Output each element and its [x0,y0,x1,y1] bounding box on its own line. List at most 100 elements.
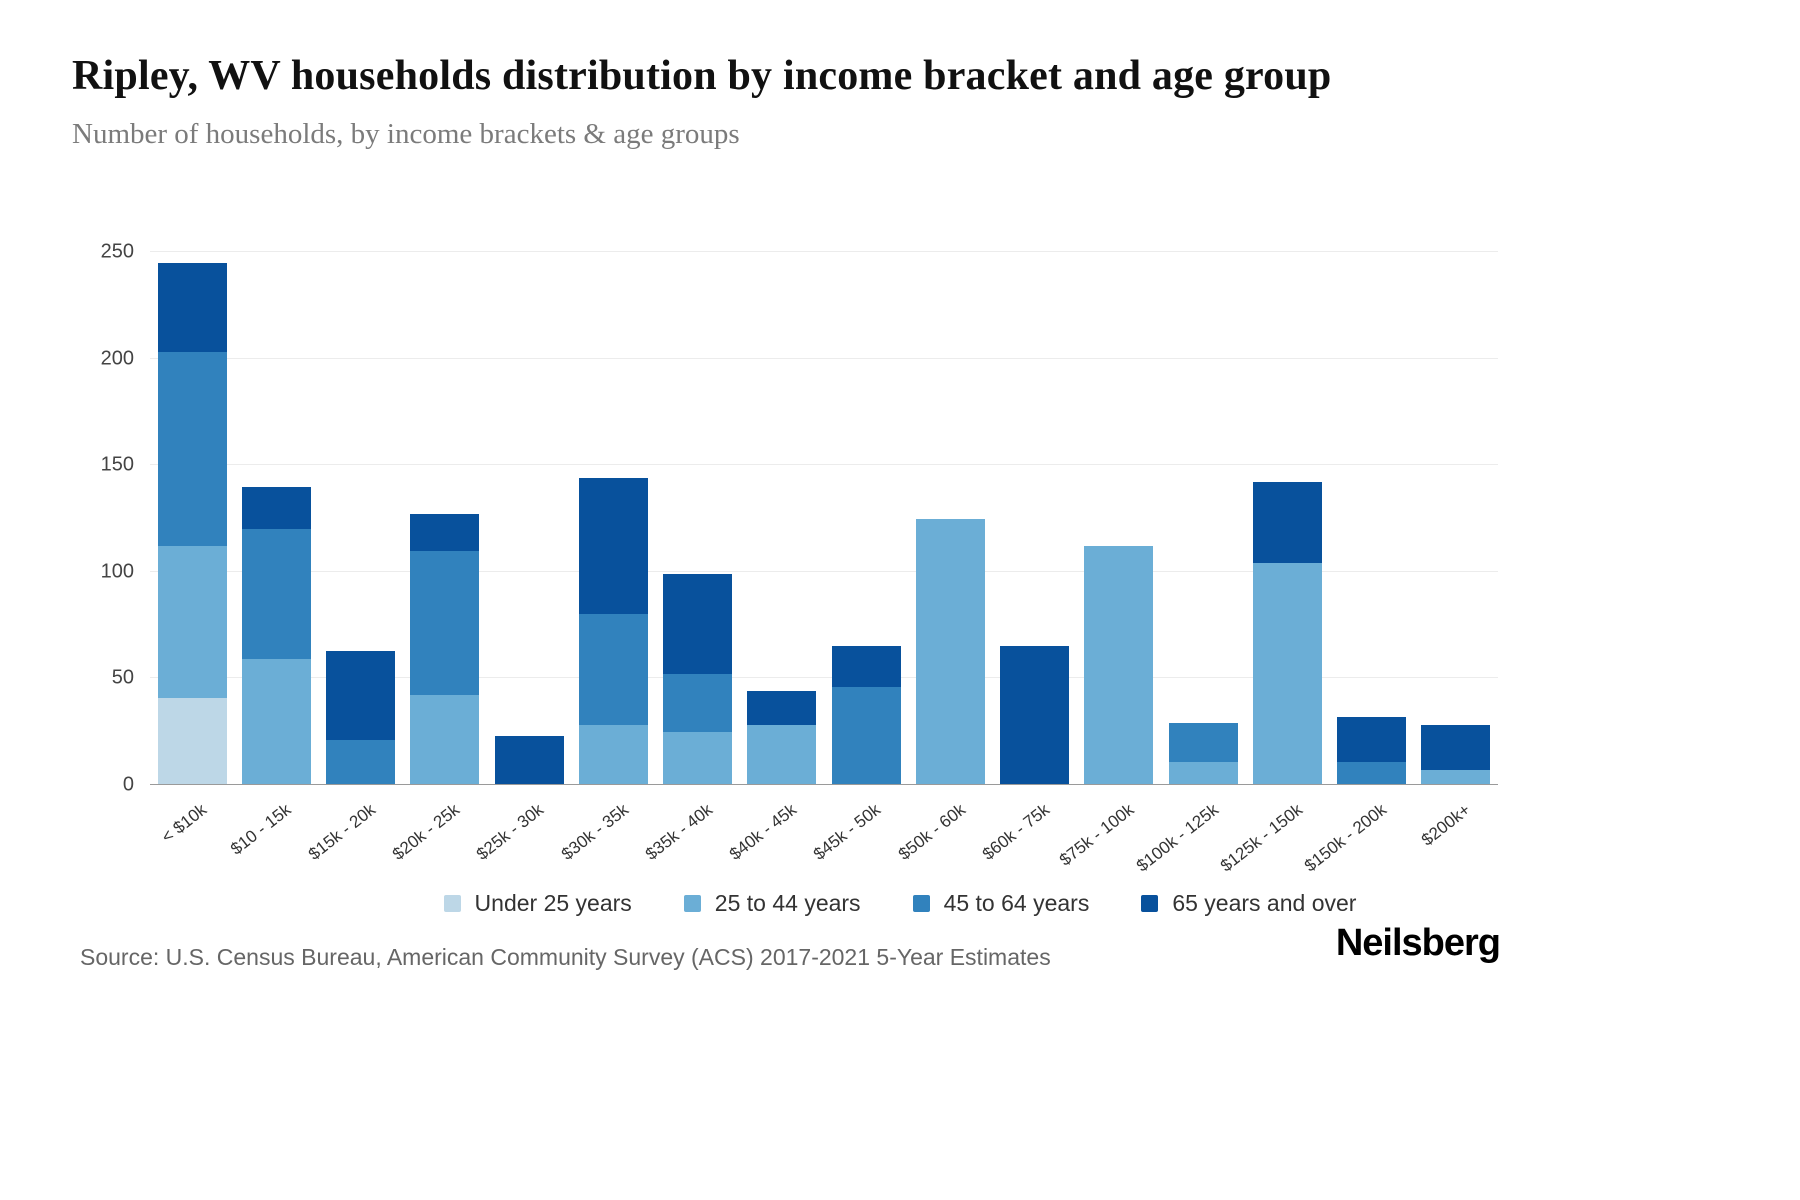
bar-segment [410,695,480,785]
bar [157,252,227,785]
bar-segment [578,614,648,726]
bar-segment [915,518,985,785]
bar [326,252,396,785]
x-axis-tick: $20k - 25k [389,786,487,876]
y-axis-tick-label: 200 [100,347,134,370]
y-axis-tick-label: 250 [100,240,134,263]
gridline [150,464,1498,466]
bar-segment [157,262,227,353]
legend: Under 25 years 25 to 44 years 45 to 64 yea… [0,890,1800,917]
legend-item: 25 to 44 years [683,890,861,917]
bar-slot [656,252,740,785]
legend-label: Under 25 years [474,890,632,916]
bar-segment [578,478,648,615]
bar-slot [234,252,318,785]
legend-swatch [443,895,461,912]
x-axis-tick: $15k - 20k [305,786,403,876]
gridline [150,677,1498,679]
bar-segment [1421,725,1491,771]
bar [915,252,985,785]
bar-slot [403,252,487,785]
bar-slot [1245,252,1329,785]
bar-segment [241,486,311,530]
bar [410,252,480,785]
bar-segment [663,674,733,732]
bar-segment [326,650,396,741]
bar-slot [319,252,403,785]
bar-slot [1414,252,1498,785]
bar-segment [1168,723,1238,762]
x-axis-tick: $200k+ [1414,786,1498,876]
bar-slot [150,252,234,785]
x-axis-label: < $10k [158,800,211,847]
bar-slot [1077,252,1161,785]
gridline [150,357,1498,359]
bar-segment [241,529,311,660]
bar-segment [747,691,817,726]
bar-segment [578,725,648,785]
x-axis-tick: $50k - 60k [895,786,992,876]
legend-item: 45 to 64 years [912,890,1090,917]
bar-segment [1168,761,1238,785]
x-axis-tick: $30k - 35k [558,786,655,876]
bar-segment [1252,482,1322,564]
plot-area: 0 50 100 150 200 250 [101,241,1498,796]
bar-segment [241,659,311,785]
legend-label: 45 to 64 years [943,890,1090,916]
bar-segment [1337,716,1407,762]
gridline [150,570,1498,572]
bar-segment [157,546,227,698]
x-axis-tick: $45k - 50k [810,786,908,876]
bar-segment [663,573,733,675]
y-axis-tick-label: 150 [100,453,134,476]
x-axis-label: $200k+ [1418,800,1475,850]
bar-segment [1421,770,1491,785]
bar-segment [831,646,901,687]
x-axis-tick: $25k - 30k [473,786,571,876]
bar-segment [494,735,564,785]
bar [831,252,901,785]
x-axis-label: $10 - 15k [227,800,295,859]
y-axis-tick-label: 100 [100,560,134,583]
bar-slot [908,252,992,785]
bar [1421,252,1491,785]
bar-slot [824,252,908,785]
bar-slot [740,252,824,785]
x-axis: < $10k $10 - 15k $15k - 20k $20k - 25k $25k … [150,786,1498,876]
bar [1084,252,1154,785]
bar-segment [747,725,817,785]
bar-segment [410,514,480,551]
bar-segment [157,697,227,785]
bar-slot [1161,252,1245,785]
x-axis-tick: $35k - 40k [642,786,740,876]
bar-segment [1337,761,1407,785]
x-axis-tick: $150k - 200k [1301,786,1414,876]
legend-label: 25 to 44 years [714,890,861,916]
bar [1168,252,1238,785]
x-axis-tick: $10 - 15k [227,786,318,876]
bar-segment [1000,646,1070,785]
legend-item: 65 years and over [1141,890,1356,917]
bar-segment [663,731,733,785]
bar-slot [993,252,1077,785]
bar [663,252,733,785]
x-axis-tick: $40k - 45k [726,786,824,876]
legend-swatch [683,895,701,912]
brand-logo: Neilsberg [1335,922,1501,964]
bar-slot [487,252,571,785]
bar [1337,252,1407,785]
x-axis-tick: < $10k [150,786,234,876]
bar-slot [1330,252,1414,785]
bar-slot [571,252,655,785]
bar [578,252,648,785]
legend-label: 65 years and over [1172,890,1357,916]
bar-segment [1084,546,1154,785]
legend-swatch [912,895,930,912]
y-axis-tick-label: 0 [122,773,134,796]
bars-container [150,252,1498,785]
bar-segment [410,550,480,696]
legend-item: Under 25 years [443,890,632,917]
y-axis-tick-label: 50 [111,666,134,689]
legend-swatch [1141,895,1159,912]
